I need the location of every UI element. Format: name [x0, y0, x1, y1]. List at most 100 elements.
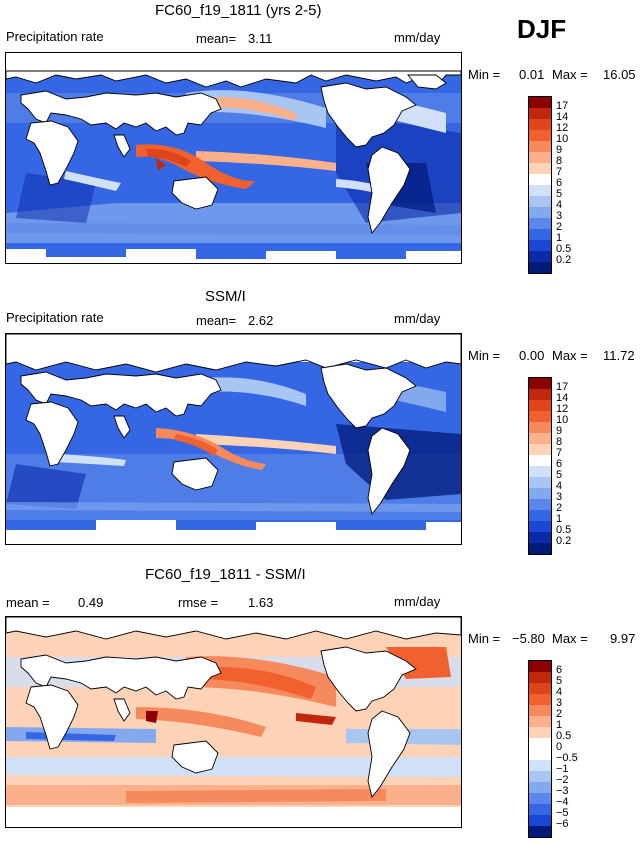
colorbar-tick-label: 3 — [556, 697, 563, 709]
colorbar-segment — [529, 240, 551, 251]
colorbar-segment — [529, 793, 551, 804]
colorbar-segment — [529, 727, 551, 738]
colorbar-segment — [529, 532, 551, 543]
colorbar-segment — [529, 815, 551, 826]
colorbar-tick-label: 2 — [556, 708, 563, 720]
panel2-map — [5, 333, 462, 545]
colorbar-segment — [529, 411, 551, 422]
colorbar-segment — [529, 400, 551, 411]
colorbar-segment — [529, 389, 551, 400]
colorbar-segment — [529, 433, 551, 444]
colorbar-tick-label: 9 — [556, 144, 563, 156]
colorbar-tick-label: 9 — [556, 425, 563, 437]
colorbar-tick-label: 2 — [556, 221, 563, 233]
panel3-max-value: 9.97 — [610, 631, 636, 646]
panel3-title: FC60_f19_1811 - SSM/I — [145, 566, 306, 583]
colorbar-segment — [529, 196, 551, 207]
colorbar-segment — [529, 738, 551, 749]
colorbar-segment — [529, 488, 551, 499]
colorbar-tick-label: 0.5 — [556, 524, 572, 536]
panel3-map — [5, 616, 462, 828]
colorbar-tick-label: 5 — [556, 188, 563, 200]
colorbar-segment — [529, 174, 551, 185]
panel1-continents — [6, 70, 461, 234]
colorbar-tick-label: 8 — [556, 155, 563, 167]
colorbar-tick-label: 1 — [556, 719, 563, 731]
colorbar-segment — [529, 207, 551, 218]
colorbar-tick-label: 5 — [556, 469, 563, 481]
panel3-min-value: −5.80 — [512, 631, 545, 646]
colorbar-segment — [529, 108, 551, 119]
colorbar-segment — [529, 251, 551, 262]
panel1-colorbar — [528, 96, 552, 274]
panel3-max-label: Max = — [552, 631, 588, 646]
season-label: DJF — [517, 14, 567, 44]
colorbar-tick-label: −2 — [556, 774, 569, 786]
colorbar-tick-label: 0.5 — [556, 243, 572, 255]
colorbar-segment — [529, 543, 551, 554]
colorbar-segment — [529, 672, 551, 683]
colorbar-tick-label: 0.5 — [556, 730, 572, 742]
panel2-min-value: 0.00 — [519, 348, 545, 363]
colorbar-tick-label: 1 — [556, 513, 563, 525]
panel3-rmse-label: rmse = — [178, 595, 219, 610]
colorbar-tick-label: 1 — [556, 232, 563, 244]
colorbar-tick-label: 6 — [556, 664, 563, 676]
colorbar-tick-label: 10 — [556, 133, 569, 145]
colorbar-tick-label: 10 — [556, 414, 569, 426]
colorbar-segment — [529, 378, 551, 389]
panel3-mean-value: 0.49 — [78, 595, 104, 610]
colorbar-segment — [529, 262, 551, 273]
colorbar-tick-label: 5 — [556, 675, 563, 687]
colorbar-segment — [529, 444, 551, 455]
colorbar-tick-label: 0 — [556, 741, 563, 753]
panel1-max-label: Max = — [552, 67, 588, 82]
colorbar-tick-label: 14 — [556, 392, 569, 404]
colorbar-tick-label: −4 — [556, 796, 569, 808]
colorbar-tick-label: 3 — [556, 210, 563, 222]
panel3-colorbar — [528, 660, 552, 838]
panel2-colorbar — [528, 377, 552, 555]
colorbar-tick-label: 0.2 — [556, 535, 572, 547]
colorbar-tick-label: 4 — [556, 199, 563, 211]
colorbar-segment — [529, 152, 551, 163]
colorbar-segment — [529, 804, 551, 815]
colorbar-tick-label: 7 — [556, 166, 563, 178]
panel2-units: mm/day — [394, 311, 441, 326]
colorbar-segment — [529, 771, 551, 782]
colorbar-segment — [529, 683, 551, 694]
panel1-map-svg — [6, 53, 461, 263]
panel2-mean-value: 2.62 — [248, 313, 274, 328]
panel1-mean-label: mean= — [196, 31, 237, 46]
colorbar-tick-label: 3 — [556, 491, 563, 503]
colorbar-tick-label: −0.5 — [556, 752, 578, 764]
colorbar-segment — [529, 694, 551, 705]
panel3-mean-label: mean = — [6, 595, 50, 610]
panel1-title: FC60_f19_1811 (yrs 2-5) — [155, 2, 322, 19]
colorbar-tick-label: −6 — [556, 818, 569, 830]
colorbar-segment — [529, 749, 551, 760]
panel1-variable-label: Precipitation rate — [6, 29, 104, 44]
colorbar-segment — [529, 521, 551, 532]
colorbar-segment — [529, 422, 551, 433]
colorbar-segment — [529, 499, 551, 510]
colorbar-tick-label: −3 — [556, 785, 569, 797]
panel1-min-label: Min = — [468, 67, 501, 82]
colorbar-segment — [529, 141, 551, 152]
colorbar-tick-label: 8 — [556, 436, 563, 448]
colorbar-segment — [529, 455, 551, 466]
panel2-max-value: 11.72 — [603, 348, 635, 363]
panel1-mean-value: 3.11 — [248, 31, 273, 46]
panel3-rmse-value: 1.63 — [248, 595, 274, 610]
panel3-units: mm/day — [394, 594, 441, 609]
colorbar-segment — [529, 661, 551, 672]
colorbar-tick-label: 4 — [556, 686, 563, 698]
panel1-min-value: 0.01 — [519, 67, 545, 82]
panel2-max-label: Max = — [552, 348, 588, 363]
colorbar-segment — [529, 119, 551, 130]
panel1-max-value: 16.05 — [603, 67, 636, 82]
panel2-variable-label: Precipitation rate — [6, 310, 104, 325]
panel1-map — [5, 52, 462, 264]
colorbar-tick-label: 2 — [556, 502, 563, 514]
colorbar-segment — [529, 163, 551, 174]
